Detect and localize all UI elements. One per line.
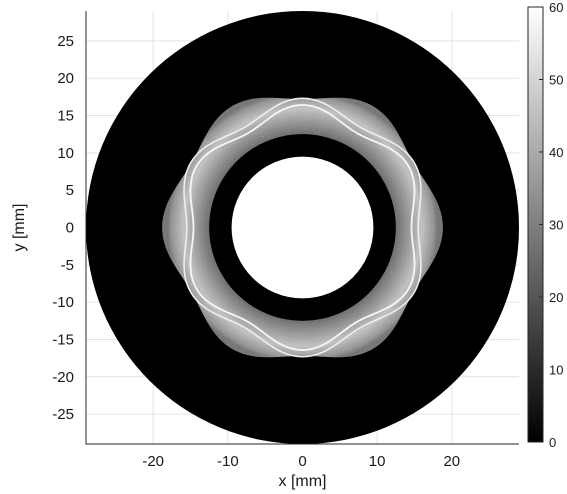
- y-tick-label: 5: [66, 182, 74, 199]
- colorbar-tick-label: 10: [549, 363, 563, 378]
- x-tick-label: 10: [369, 453, 386, 470]
- y-axis-label: y [mm]: [11, 204, 28, 252]
- x-tick-label: -20: [142, 453, 164, 470]
- y-tick-label: 0: [66, 220, 74, 237]
- colorbar-tick-label: 40: [549, 145, 563, 160]
- y-tick-label: -25: [52, 406, 74, 423]
- bright-contour-inner: [189, 104, 416, 351]
- x-axis-label: x [mm]: [279, 473, 327, 490]
- y-tick-label: -10: [52, 294, 74, 311]
- y-tick-label: 15: [57, 108, 74, 125]
- y-tick-labels: 25 20 15 10 5 0 -5 -10 -15 -20 -25: [52, 33, 74, 423]
- y-tick-label: 25: [57, 33, 74, 50]
- x-tick-label: -10: [217, 453, 239, 470]
- y-tick-label: -5: [61, 257, 74, 274]
- x-tick-label: 0: [298, 453, 306, 470]
- axes-frame: [85, 11, 519, 445]
- colorbar-tick-labels: 60 50 40 30 20 10 0: [539, 0, 563, 450]
- central-hole: [231, 156, 374, 299]
- y-tick-label: -15: [52, 331, 74, 348]
- y-tick-label: -20: [52, 369, 74, 386]
- y-tick-label: 10: [57, 145, 74, 162]
- colorbar-tick-label: 60: [549, 0, 563, 15]
- x-tick-labels: -20 -10 0 10 20: [142, 453, 460, 470]
- x-tick-label: 20: [443, 453, 460, 470]
- y-tick-label: 20: [57, 70, 74, 87]
- colorbar-tick-label: 30: [549, 218, 563, 233]
- colorbar-tick-label: 0: [549, 435, 556, 450]
- colorbar-tick-label: 20: [549, 290, 563, 305]
- colorbar-tick-label: 50: [549, 73, 563, 88]
- bright-contour-outer: [183, 97, 422, 358]
